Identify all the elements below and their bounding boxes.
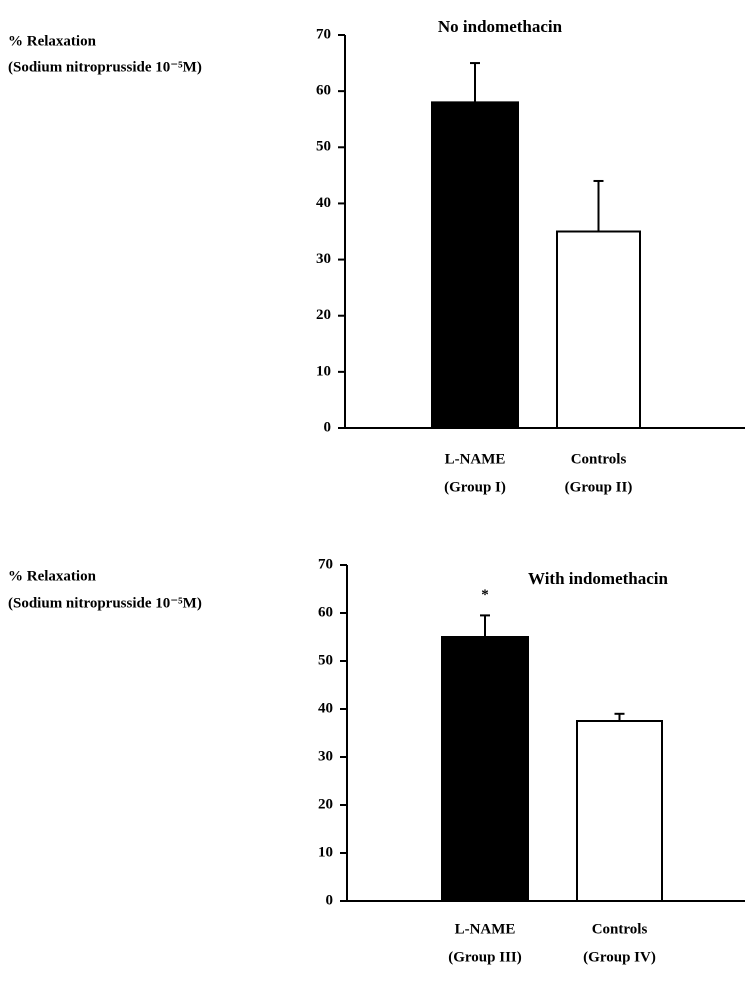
y-tick-label: 70 bbox=[318, 556, 333, 572]
y-tick-label: 0 bbox=[326, 892, 334, 908]
y-tick-label: 20 bbox=[316, 307, 331, 323]
y-tick-label: 30 bbox=[318, 748, 333, 764]
y-tick-label: 60 bbox=[316, 83, 331, 99]
bar bbox=[441, 636, 529, 902]
y-tick-label: 50 bbox=[316, 139, 331, 155]
y-axis-label: % Relaxation bbox=[8, 568, 97, 584]
annotation: * bbox=[481, 587, 489, 603]
y-tick-label: 10 bbox=[316, 363, 331, 379]
y-tick-label: 30 bbox=[316, 251, 331, 267]
y-tick-label: 60 bbox=[318, 604, 333, 620]
y-axis-label: (Sodium nitroprusside 10⁻⁵M) bbox=[8, 59, 202, 75]
x-tick-label: (Group I) bbox=[444, 479, 506, 495]
x-tick-label: L-NAME bbox=[455, 921, 516, 937]
x-tick-label: (Group III) bbox=[448, 949, 522, 965]
bar bbox=[576, 720, 663, 902]
bar bbox=[431, 101, 519, 429]
x-tick-label: (Group II) bbox=[565, 479, 633, 495]
y-tick-label: 40 bbox=[318, 700, 333, 716]
y-tick-label: 0 bbox=[324, 419, 332, 435]
bar bbox=[556, 230, 641, 429]
x-tick-label: Controls bbox=[571, 451, 627, 467]
y-axis-label: % Relaxation bbox=[8, 33, 97, 49]
x-tick-label: Controls bbox=[592, 921, 648, 937]
y-tick-label: 70 bbox=[316, 26, 331, 42]
chart-title: With indomethacin bbox=[528, 569, 669, 588]
y-axis-label: (Sodium nitroprusside 10⁻⁵M) bbox=[8, 595, 202, 611]
y-tick-label: 50 bbox=[318, 652, 333, 668]
y-tick-label: 10 bbox=[318, 844, 333, 860]
y-tick-label: 40 bbox=[316, 195, 331, 211]
x-tick-label: L-NAME bbox=[445, 451, 506, 467]
chart-title: No indomethacin bbox=[438, 17, 563, 36]
y-tick-label: 20 bbox=[318, 796, 333, 812]
x-tick-label: (Group IV) bbox=[583, 949, 656, 965]
